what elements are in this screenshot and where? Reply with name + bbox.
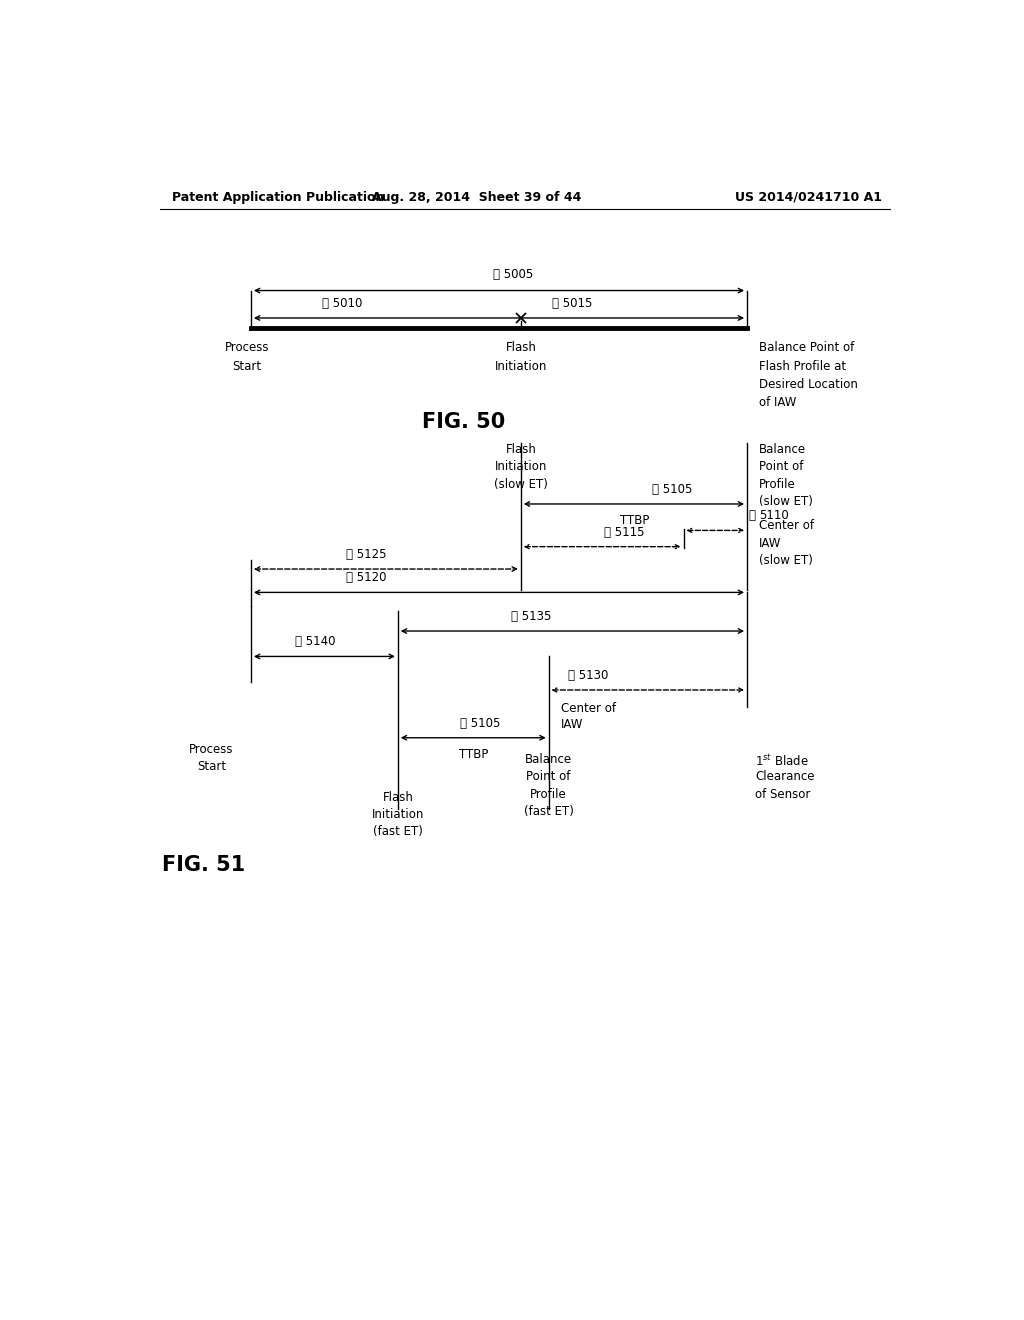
Text: (fast ET): (fast ET) <box>373 825 423 838</box>
Text: ⌣ 5125: ⌣ 5125 <box>346 548 387 561</box>
Text: Balance: Balance <box>525 752 572 766</box>
Text: of Sensor: of Sensor <box>755 788 810 800</box>
Text: Initiation: Initiation <box>495 359 547 372</box>
Text: IAW: IAW <box>560 718 583 731</box>
Text: 5110: 5110 <box>759 510 788 523</box>
Text: Flash: Flash <box>506 444 537 455</box>
Text: Profile: Profile <box>759 478 796 491</box>
Text: Flash: Flash <box>506 342 537 354</box>
Text: Clearance: Clearance <box>755 771 814 783</box>
Text: IAW: IAW <box>759 536 781 549</box>
Text: (fast ET): (fast ET) <box>523 805 573 818</box>
Text: US 2014/0241710 A1: US 2014/0241710 A1 <box>735 190 882 203</box>
Text: Process: Process <box>189 743 233 756</box>
Text: Point of: Point of <box>526 771 570 783</box>
Text: ⌣ 5120: ⌣ 5120 <box>346 572 387 585</box>
Text: (slow ET): (slow ET) <box>494 478 548 491</box>
Text: ⌣ 5140: ⌣ 5140 <box>295 635 335 648</box>
Text: ⌣ 5010: ⌣ 5010 <box>323 297 362 310</box>
Text: (slow ET): (slow ET) <box>759 495 813 508</box>
Text: of IAW: of IAW <box>759 396 797 409</box>
Text: ⌣ 5005: ⌣ 5005 <box>493 268 534 281</box>
Text: Aug. 28, 2014  Sheet 39 of 44: Aug. 28, 2014 Sheet 39 of 44 <box>373 190 582 203</box>
Text: (slow ET): (slow ET) <box>759 554 813 566</box>
Text: Process: Process <box>225 342 269 354</box>
Text: Point of: Point of <box>759 461 803 474</box>
Text: Start: Start <box>197 760 226 774</box>
Text: TTBP: TTBP <box>620 515 649 527</box>
Text: ⌣ 5115: ⌣ 5115 <box>604 525 645 539</box>
Text: TTBP: TTBP <box>459 748 487 760</box>
Text: ⌣ 5015: ⌣ 5015 <box>552 297 593 310</box>
Text: ⌣ 5105: ⌣ 5105 <box>460 717 500 730</box>
Text: Flash Profile at: Flash Profile at <box>759 359 846 372</box>
Text: ⌣ 5135: ⌣ 5135 <box>511 610 551 623</box>
Text: ⌣: ⌣ <box>749 510 756 523</box>
Text: ⌣ 5130: ⌣ 5130 <box>568 669 609 682</box>
Text: Patent Application Publication: Patent Application Publication <box>172 190 384 203</box>
Text: Flash: Flash <box>382 791 414 804</box>
Text: Start: Start <box>232 359 261 372</box>
Text: Initiation: Initiation <box>372 808 424 821</box>
Text: Center of: Center of <box>759 519 814 532</box>
Text: Center of: Center of <box>560 702 615 715</box>
Text: 1$^{st}$ Blade: 1$^{st}$ Blade <box>755 752 809 768</box>
Text: Profile: Profile <box>530 788 567 800</box>
Text: Initiation: Initiation <box>495 461 547 474</box>
Text: Desired Location: Desired Location <box>759 378 858 391</box>
Text: ⌣ 5105: ⌣ 5105 <box>652 483 692 496</box>
Text: Balance Point of: Balance Point of <box>759 342 854 354</box>
Text: FIG. 50: FIG. 50 <box>422 412 505 433</box>
Text: FIG. 51: FIG. 51 <box>162 854 245 875</box>
Text: Balance: Balance <box>759 444 806 455</box>
